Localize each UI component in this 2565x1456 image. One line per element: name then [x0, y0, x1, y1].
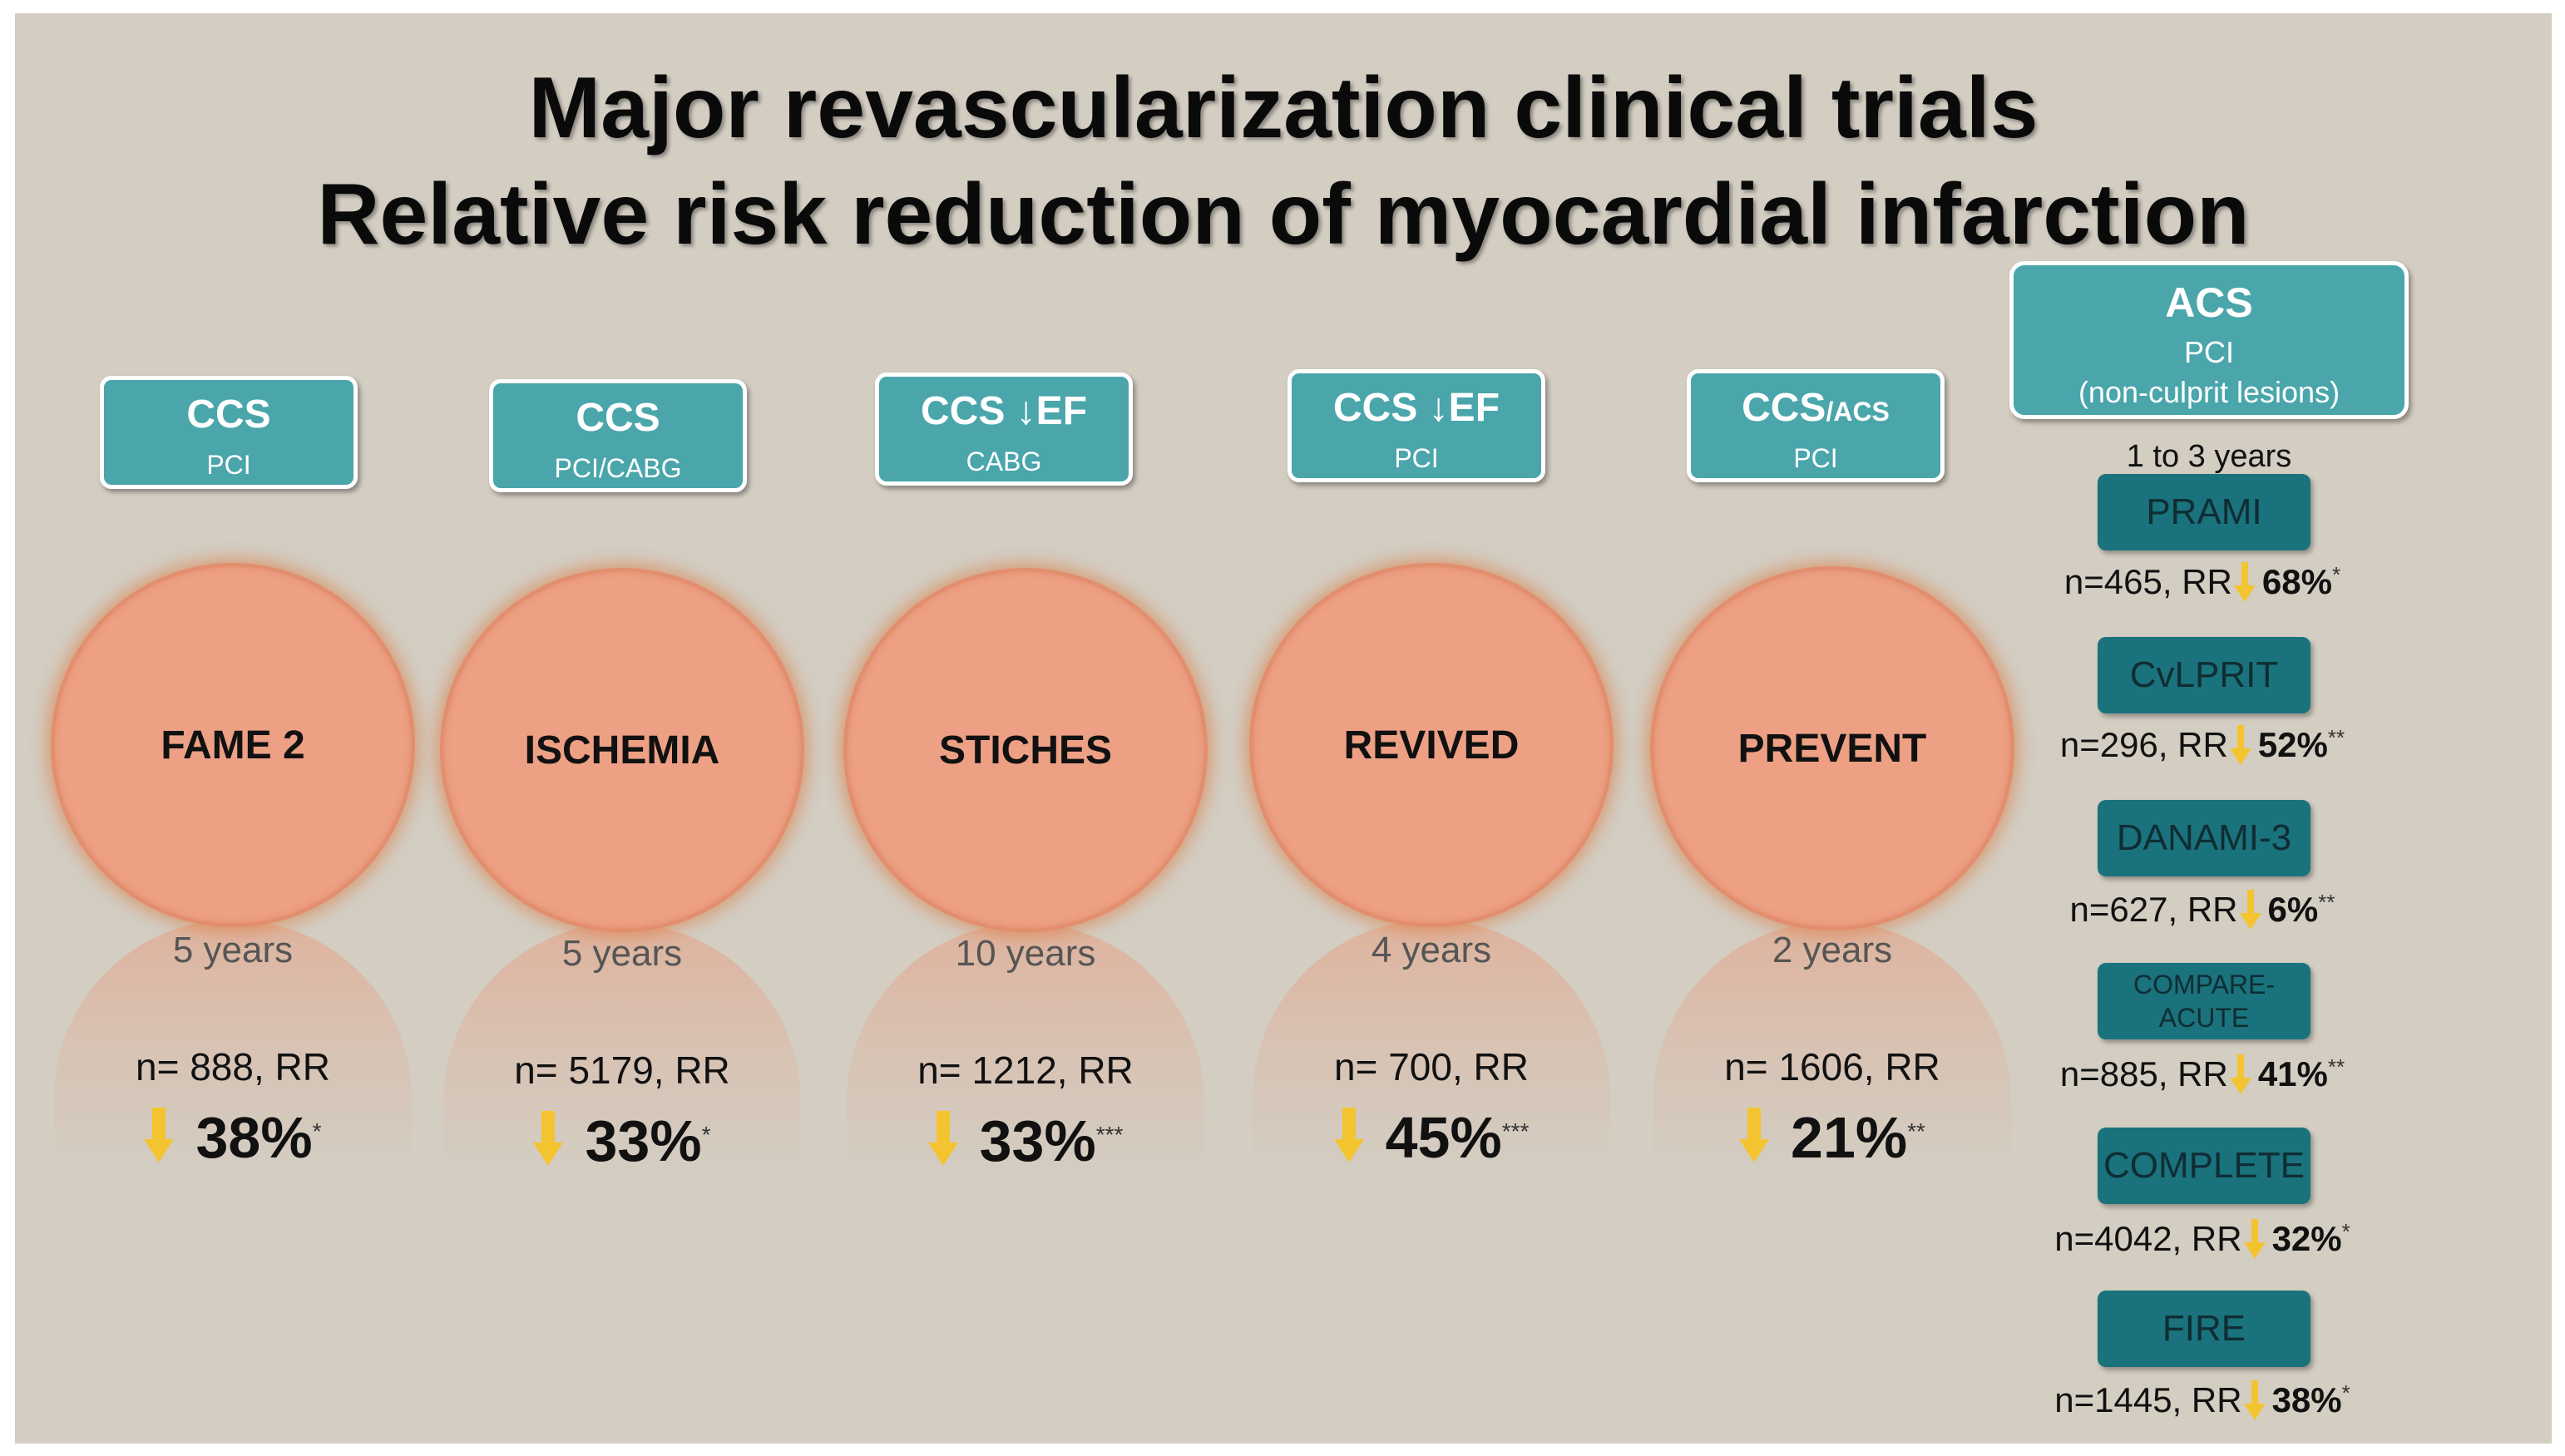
- acs-trial-stat: n=4042, RR 32%*: [2054, 1219, 2350, 1259]
- followup-years: 5 years: [172, 930, 294, 970]
- title-line-1: Major revascularization clinical trials: [528, 60, 2039, 156]
- followup-years: 2 years: [1772, 930, 1893, 970]
- category-box: CCS PCI: [100, 376, 358, 489]
- category-box: CCS PCI/CABG: [489, 379, 747, 492]
- acs-category-label: ACS: [2165, 279, 2253, 326]
- category-box: CCS ↓EF PCI: [1287, 369, 1545, 482]
- risk-reduction: 38%*: [33, 1104, 432, 1171]
- acs-trial-box-cvlprit: CvLPRIT: [2098, 637, 2310, 713]
- down-arrow-icon: [2233, 562, 2256, 602]
- followup-years: 10 years: [955, 933, 1096, 974]
- trial-circle-prevent: PREVENT: [1653, 570, 2011, 927]
- down-arrow-icon: [2229, 1054, 2251, 1094]
- category-label: CCS: [576, 396, 660, 440]
- sample-size-rr: n= 1212, RR: [917, 1049, 1134, 1092]
- acs-trial-box-fire: FIRE: [2098, 1291, 2310, 1367]
- acs-trial-stat: n=627, RR 6%**: [2069, 890, 2335, 930]
- down-arrow-icon: [2229, 725, 2251, 765]
- category-label: CCS ↓EF: [1332, 386, 1500, 430]
- down-arrow-icon: [2243, 1219, 2266, 1259]
- down-arrow-icon: [144, 1108, 175, 1162]
- sample-size-rr: n= 700, RR: [1334, 1045, 1529, 1088]
- acs-trial-box-danami-3: DANAMI-3: [2098, 800, 2310, 876]
- trial-circle-stiches: STICHES: [847, 571, 1204, 929]
- trial-name: FAME 2: [161, 723, 305, 767]
- category-label: CCS: [186, 392, 271, 437]
- category-suffix: /ACS: [1826, 397, 1890, 427]
- sample-size-rr: n= 1606, RR: [1724, 1045, 1940, 1088]
- trial-name-line-2: ACUTE: [2158, 1003, 2250, 1033]
- procedure-label: CABG: [966, 447, 1042, 476]
- procedure-label: PCI: [1394, 443, 1439, 473]
- slide: Major revascularization clinical trials …: [15, 13, 2552, 1444]
- reduced-ef-label: ↓EF: [1428, 386, 1500, 430]
- followup-years: 4 years: [1371, 930, 1492, 970]
- risk-reduction: 45%***: [1232, 1104, 1631, 1171]
- down-arrow-icon: [533, 1111, 564, 1166]
- trial-circle-revived: REVIVED: [1253, 566, 1610, 924]
- sample-size-rr: n= 888, RR: [136, 1045, 330, 1088]
- category-box: CCS ↓EF CABG: [875, 373, 1133, 486]
- risk-reduction: 33%*: [423, 1108, 822, 1174]
- trial-name: PREVENT: [1737, 726, 1927, 771]
- acs-procedure-label: PCI: [2183, 335, 2234, 369]
- down-arrow-icon: [1739, 1108, 1770, 1162]
- risk-reduction: 33%***: [826, 1108, 1225, 1174]
- down-arrow-icon: [2239, 890, 2261, 930]
- category-label: CCS ↓EF: [920, 389, 1088, 433]
- acs-category-box: ACS PCI (non-culprit lesions): [2009, 261, 2409, 419]
- down-arrow-icon: [1333, 1108, 1364, 1162]
- procedure-label: PCI/CABG: [554, 453, 682, 483]
- reduced-ef-label: ↓EF: [1016, 389, 1088, 433]
- acs-trial-stat: n=885, RR 41%**: [2059, 1054, 2345, 1094]
- down-arrow-icon: [927, 1111, 958, 1166]
- acs-trial-stat: n=465, RR 68%*: [2063, 562, 2341, 602]
- procedure-label: PCI: [206, 450, 251, 480]
- acs-lesions-label: (non-culprit lesions): [2078, 375, 2340, 409]
- down-arrow-icon: [2243, 1380, 2266, 1420]
- trial-name-line-1: COMPARE-: [2133, 970, 2276, 999]
- followup-years: 5 years: [561, 933, 683, 974]
- sample-size-rr: n= 5179, RR: [514, 1049, 730, 1092]
- category-box: CCS/ACS PCI: [1687, 369, 1945, 482]
- category-label: CCS/ACS: [1742, 386, 1890, 430]
- trial-name: STICHES: [938, 728, 1113, 772]
- acs-trial-stat: n=296, RR 52%**: [2059, 725, 2345, 765]
- risk-reduction: 21%**: [1633, 1104, 2032, 1171]
- acs-trial-box-prami: PRAMI: [2098, 474, 2310, 550]
- acs-trial-stat: n=1445, RR 38%*: [2054, 1380, 2350, 1420]
- trial-circle-fame-2: FAME 2: [54, 566, 412, 924]
- procedure-label: PCI: [1793, 443, 1838, 473]
- acs-trial-box-complete: COMPLETE: [2098, 1128, 2310, 1204]
- trial-name: REVIVED: [1343, 723, 1520, 767]
- trial-circle-ischemia: ISCHEMIA: [443, 571, 801, 929]
- trial-name: ISCHEMIA: [524, 728, 720, 772]
- acs-followup-years: 1 to 3 years: [2126, 439, 2292, 474]
- title-line-2: Relative risk reduction of myocardial in…: [317, 166, 2250, 263]
- acs-trial-box-compare-acute: COMPARE- ACUTE: [2098, 963, 2310, 1039]
